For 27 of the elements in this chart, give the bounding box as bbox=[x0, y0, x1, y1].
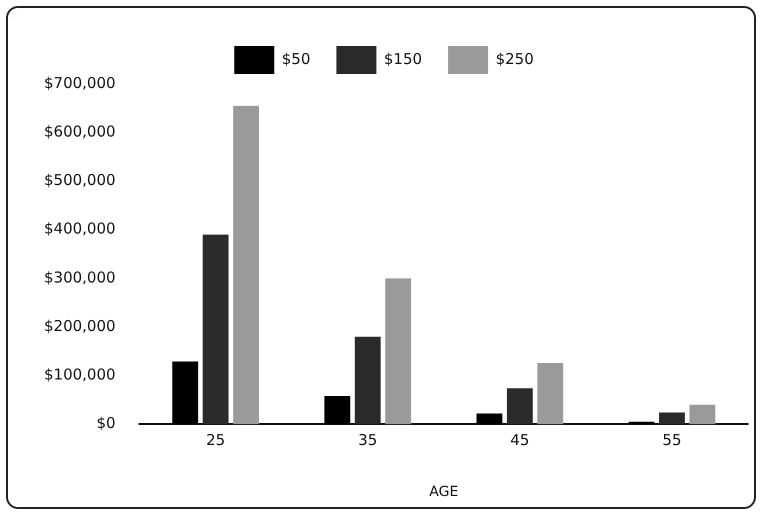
x-tick-label: 55 bbox=[662, 431, 682, 450]
x-axis-title: AGE bbox=[429, 484, 458, 500]
y-tick-label: $0 bbox=[96, 414, 116, 432]
bar bbox=[659, 412, 685, 424]
bar bbox=[324, 396, 350, 424]
y-tick-label: $200,000 bbox=[44, 316, 116, 335]
y-tick-label: $300,000 bbox=[44, 268, 116, 286]
y-tick-label: $600,000 bbox=[44, 122, 116, 140]
bar bbox=[385, 278, 412, 424]
y-tick-label: $700,000 bbox=[44, 74, 116, 92]
bar bbox=[233, 106, 259, 424]
x-tick-label: 25 bbox=[206, 431, 226, 450]
bar bbox=[354, 336, 381, 424]
y-tick-label: $400,000 bbox=[44, 220, 116, 238]
bar bbox=[537, 362, 564, 424]
x-tick-label: 35 bbox=[358, 431, 378, 450]
bar bbox=[172, 362, 198, 424]
legend-label: $250 bbox=[496, 50, 534, 68]
bar bbox=[202, 234, 229, 424]
legend-label: $50 bbox=[282, 50, 310, 68]
y-tick-label: $100,000 bbox=[44, 365, 116, 384]
legend-label: $150 bbox=[384, 50, 422, 68]
bar bbox=[689, 404, 716, 424]
x-tick-label: 45 bbox=[510, 431, 530, 450]
bar bbox=[476, 414, 502, 424]
bar bbox=[506, 388, 533, 424]
y-tick-label: $500,000 bbox=[44, 171, 116, 190]
